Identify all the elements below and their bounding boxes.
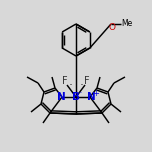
Text: F: F bbox=[84, 76, 90, 86]
Text: ⁻: ⁻ bbox=[78, 90, 82, 98]
Text: Me: Me bbox=[121, 19, 133, 29]
Text: +: + bbox=[92, 88, 99, 97]
Text: F: F bbox=[62, 76, 68, 86]
Text: N: N bbox=[87, 92, 95, 102]
Text: .: . bbox=[69, 75, 73, 88]
Text: B: B bbox=[72, 92, 80, 102]
Text: .: . bbox=[79, 75, 83, 88]
Text: N: N bbox=[57, 92, 65, 102]
Text: O: O bbox=[109, 22, 116, 31]
